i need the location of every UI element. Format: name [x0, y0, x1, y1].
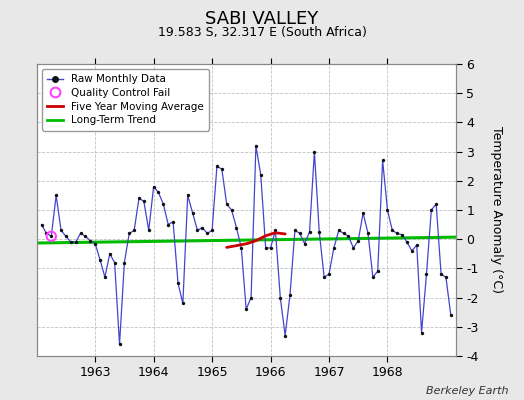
- Point: [227, 207, 236, 213]
- Text: 19.583 S, 32.317 E (South Africa): 19.583 S, 32.317 E (South Africa): [158, 26, 366, 39]
- Point: [193, 227, 202, 234]
- Point: [242, 306, 250, 312]
- Point: [388, 227, 397, 234]
- Point: [305, 229, 314, 235]
- Point: [130, 227, 138, 234]
- Point: [198, 224, 206, 231]
- Point: [174, 280, 182, 286]
- Point: [325, 271, 333, 278]
- Point: [315, 229, 323, 235]
- Point: [42, 230, 51, 236]
- Point: [374, 268, 382, 274]
- Point: [169, 218, 177, 225]
- Point: [47, 233, 56, 240]
- Point: [252, 142, 260, 149]
- Point: [81, 233, 90, 240]
- Point: [281, 332, 289, 339]
- Point: [91, 240, 100, 247]
- Point: [159, 201, 168, 207]
- Point: [364, 230, 372, 236]
- Point: [208, 227, 216, 234]
- Point: [237, 245, 246, 251]
- Point: [52, 192, 60, 198]
- Point: [223, 201, 231, 207]
- Point: [300, 240, 309, 247]
- Point: [412, 242, 421, 248]
- Point: [111, 259, 119, 266]
- Point: [257, 172, 265, 178]
- Point: [369, 274, 377, 280]
- Point: [189, 210, 197, 216]
- Point: [179, 300, 187, 307]
- Point: [96, 256, 104, 263]
- Point: [266, 245, 275, 251]
- Y-axis label: Temperature Anomaly (°C): Temperature Anomaly (°C): [490, 126, 503, 294]
- Point: [383, 207, 391, 213]
- Point: [271, 227, 280, 234]
- Point: [57, 227, 66, 234]
- Point: [101, 274, 109, 280]
- Point: [67, 239, 75, 245]
- Point: [427, 207, 435, 213]
- Point: [276, 294, 285, 301]
- Point: [422, 271, 431, 278]
- Point: [398, 232, 406, 238]
- Point: [446, 312, 455, 318]
- Point: [77, 230, 85, 236]
- Point: [393, 230, 401, 236]
- Point: [310, 148, 319, 155]
- Point: [217, 166, 226, 172]
- Point: [349, 245, 357, 251]
- Point: [213, 163, 221, 170]
- Point: [344, 233, 353, 240]
- Point: [135, 195, 143, 202]
- Text: Berkeley Earth: Berkeley Earth: [426, 386, 508, 396]
- Point: [125, 230, 134, 236]
- Point: [47, 233, 56, 240]
- Point: [359, 210, 367, 216]
- Point: [442, 274, 450, 280]
- Point: [291, 227, 299, 234]
- Point: [261, 245, 270, 251]
- Point: [286, 292, 294, 298]
- Point: [432, 201, 440, 207]
- Point: [247, 294, 255, 301]
- Point: [164, 222, 172, 228]
- Legend: Raw Monthly Data, Quality Control Fail, Five Year Moving Average, Long-Term Tren: Raw Monthly Data, Quality Control Fail, …: [42, 69, 209, 130]
- Point: [437, 271, 445, 278]
- Point: [154, 189, 162, 196]
- Point: [320, 274, 329, 280]
- Point: [232, 224, 241, 231]
- Point: [403, 239, 411, 245]
- Point: [408, 248, 416, 254]
- Text: SABI VALLEY: SABI VALLEY: [205, 10, 319, 28]
- Point: [330, 245, 338, 251]
- Point: [203, 230, 211, 236]
- Point: [71, 239, 80, 245]
- Point: [120, 259, 128, 266]
- Point: [418, 330, 426, 336]
- Point: [340, 230, 348, 236]
- Point: [335, 227, 343, 234]
- Point: [183, 192, 192, 198]
- Point: [105, 250, 114, 257]
- Point: [378, 157, 387, 164]
- Point: [62, 233, 70, 240]
- Point: [37, 222, 46, 228]
- Point: [86, 238, 94, 244]
- Point: [149, 184, 158, 190]
- Point: [296, 230, 304, 236]
- Point: [145, 227, 153, 234]
- Point: [354, 238, 363, 244]
- Point: [140, 198, 148, 204]
- Point: [115, 341, 124, 348]
